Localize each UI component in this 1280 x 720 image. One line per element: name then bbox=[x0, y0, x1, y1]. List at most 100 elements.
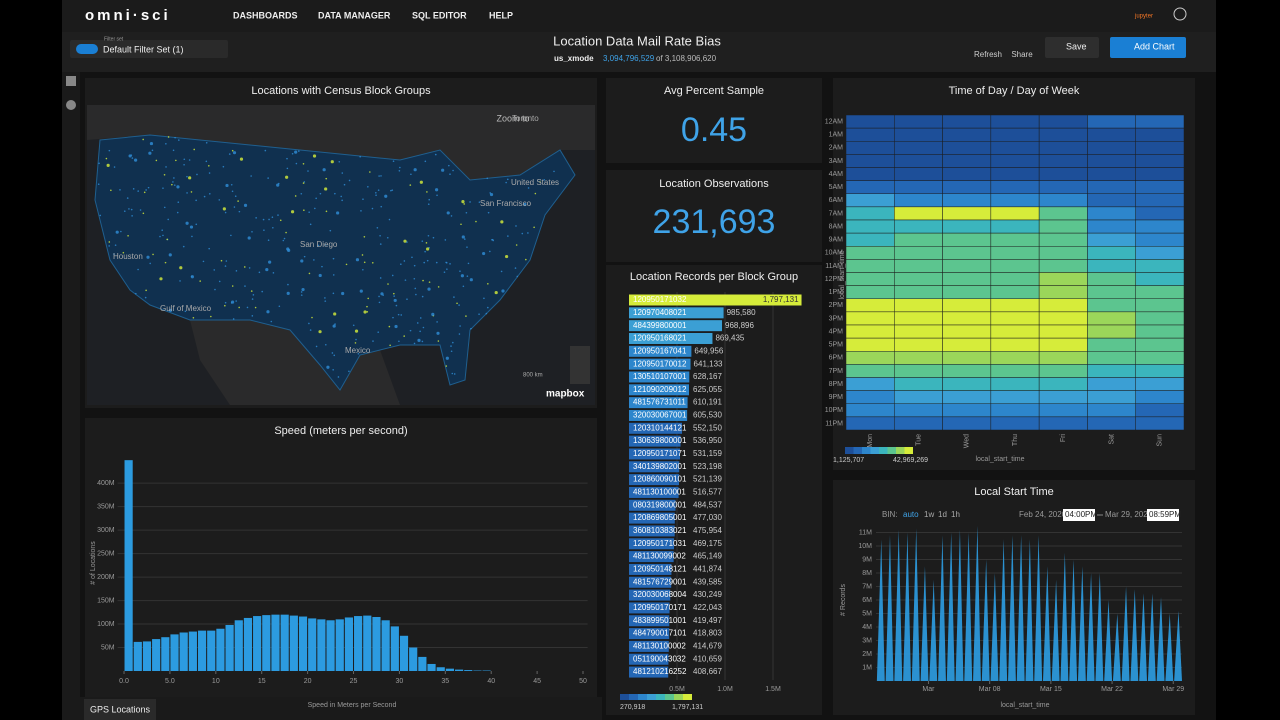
bar[interactable] bbox=[629, 551, 674, 563]
heat-cell[interactable] bbox=[990, 141, 1040, 155]
bar[interactable] bbox=[629, 615, 670, 627]
bar[interactable] bbox=[629, 448, 680, 460]
nav-item[interactable]: DATA MANAGER bbox=[318, 10, 391, 20]
heat-cell[interactable] bbox=[990, 351, 1040, 365]
heat-cell[interactable] bbox=[1038, 127, 1088, 142]
bar[interactable] bbox=[629, 486, 679, 498]
heat-cell[interactable] bbox=[942, 390, 992, 404]
heat-cell[interactable] bbox=[1135, 193, 1185, 208]
heat-cell[interactable] bbox=[894, 127, 943, 142]
heat-cell[interactable] bbox=[1087, 167, 1136, 181]
heat-cell[interactable] bbox=[894, 311, 943, 326]
heat-cell[interactable] bbox=[845, 246, 895, 260]
tab-label[interactable]: GPS Locations bbox=[90, 704, 151, 714]
save-label[interactable]: Save bbox=[1066, 41, 1087, 51]
nav-item[interactable]: DASHBOARDS bbox=[233, 10, 298, 20]
heat-cell[interactable] bbox=[1087, 193, 1136, 208]
heat-cell[interactable] bbox=[845, 232, 895, 247]
heat-cell[interactable] bbox=[1087, 298, 1136, 313]
heat-cell[interactable] bbox=[942, 246, 992, 260]
bar[interactable] bbox=[629, 628, 670, 640]
heat-cell[interactable] bbox=[942, 206, 992, 221]
heat-cell[interactable] bbox=[990, 285, 1040, 299]
heat-cell[interactable] bbox=[990, 311, 1040, 326]
heat-cell[interactable] bbox=[942, 298, 992, 313]
heat-cell[interactable] bbox=[1087, 127, 1136, 142]
bar[interactable] bbox=[629, 422, 683, 434]
heat-cell[interactable] bbox=[894, 193, 943, 208]
bar[interactable] bbox=[629, 384, 690, 396]
heat-cell[interactable] bbox=[894, 180, 943, 194]
heat-cell[interactable] bbox=[1038, 180, 1088, 194]
toolbar-button[interactable]: Share bbox=[1011, 50, 1033, 59]
toolbar-button[interactable]: Refresh bbox=[974, 50, 1002, 59]
zoom-to[interactable]: Zoom to bbox=[496, 113, 529, 123]
filter-icon[interactable] bbox=[66, 76, 76, 86]
heat-cell[interactable] bbox=[990, 364, 1040, 378]
bar[interactable] bbox=[629, 525, 675, 537]
heat-cell[interactable] bbox=[990, 298, 1040, 313]
heat-cell[interactable] bbox=[990, 206, 1040, 221]
heat-cell[interactable] bbox=[942, 180, 992, 194]
heat-cell[interactable] bbox=[845, 351, 895, 365]
heat-cell[interactable] bbox=[1135, 377, 1185, 391]
heat-cell[interactable] bbox=[942, 285, 992, 299]
heat-cell[interactable] bbox=[845, 193, 895, 208]
heat-cell[interactable] bbox=[990, 337, 1040, 352]
heat-cell[interactable] bbox=[1087, 141, 1136, 155]
heat-cell[interactable] bbox=[942, 259, 992, 273]
heat-cell[interactable] bbox=[1087, 154, 1136, 168]
heat-cell[interactable] bbox=[990, 324, 1040, 339]
palette-icon[interactable] bbox=[66, 100, 76, 110]
heat-cell[interactable] bbox=[845, 390, 895, 404]
heat-cell[interactable] bbox=[845, 298, 895, 313]
heat-cell[interactable] bbox=[1038, 298, 1088, 313]
heat-cell[interactable] bbox=[990, 180, 1040, 194]
heat-cell[interactable] bbox=[1135, 114, 1185, 129]
heat-cell[interactable] bbox=[1135, 167, 1185, 181]
heat-cell[interactable] bbox=[1135, 298, 1185, 313]
add-chart-label[interactable]: Add Chart bbox=[1134, 41, 1175, 51]
heat-cell[interactable] bbox=[1038, 193, 1088, 208]
heat-cell[interactable] bbox=[1038, 390, 1088, 404]
bar[interactable] bbox=[629, 435, 681, 447]
bar[interactable] bbox=[629, 576, 672, 588]
heat-cell[interactable] bbox=[942, 351, 992, 365]
bar[interactable] bbox=[629, 307, 724, 319]
heat-cell[interactable] bbox=[1135, 403, 1185, 418]
heat-cell[interactable] bbox=[894, 351, 943, 365]
heat-cell[interactable] bbox=[1038, 351, 1088, 365]
heat-cell[interactable] bbox=[894, 154, 943, 168]
heat-cell[interactable] bbox=[990, 259, 1040, 273]
heat-cell[interactable] bbox=[1038, 337, 1088, 352]
add-chart-button[interactable] bbox=[1110, 37, 1186, 58]
heat-cell[interactable] bbox=[1038, 167, 1088, 181]
heat-cell[interactable] bbox=[894, 390, 943, 404]
heat-cell[interactable] bbox=[942, 114, 992, 129]
heat-cell[interactable] bbox=[990, 390, 1040, 404]
filter-select[interactable] bbox=[70, 40, 228, 58]
heat-cell[interactable] bbox=[1135, 416, 1185, 431]
heat-cell[interactable] bbox=[942, 311, 992, 326]
bar[interactable] bbox=[629, 358, 691, 370]
heat-cell[interactable] bbox=[845, 364, 895, 378]
heat-cell[interactable] bbox=[942, 141, 992, 155]
heat-cell[interactable] bbox=[990, 193, 1040, 208]
heat-cell[interactable] bbox=[894, 272, 943, 286]
heat-cell[interactable] bbox=[942, 232, 992, 247]
heat-cell[interactable] bbox=[1087, 416, 1136, 431]
heat-cell[interactable] bbox=[1087, 403, 1136, 418]
heat-cell[interactable] bbox=[1087, 351, 1136, 365]
heat-cell[interactable] bbox=[1087, 259, 1136, 273]
heat-cell[interactable] bbox=[894, 285, 943, 299]
heat-cell[interactable] bbox=[1038, 403, 1088, 418]
filter-toggle[interactable] bbox=[76, 44, 98, 54]
heat-cell[interactable] bbox=[845, 259, 895, 273]
save-button[interactable] bbox=[1045, 37, 1099, 58]
bar[interactable] bbox=[629, 512, 675, 524]
heat-cell[interactable] bbox=[1135, 127, 1185, 142]
bin-option[interactable]: 1w bbox=[924, 510, 934, 519]
heat-cell[interactable] bbox=[990, 219, 1040, 234]
heat-cell[interactable] bbox=[1038, 219, 1088, 234]
bar[interactable] bbox=[629, 294, 802, 306]
